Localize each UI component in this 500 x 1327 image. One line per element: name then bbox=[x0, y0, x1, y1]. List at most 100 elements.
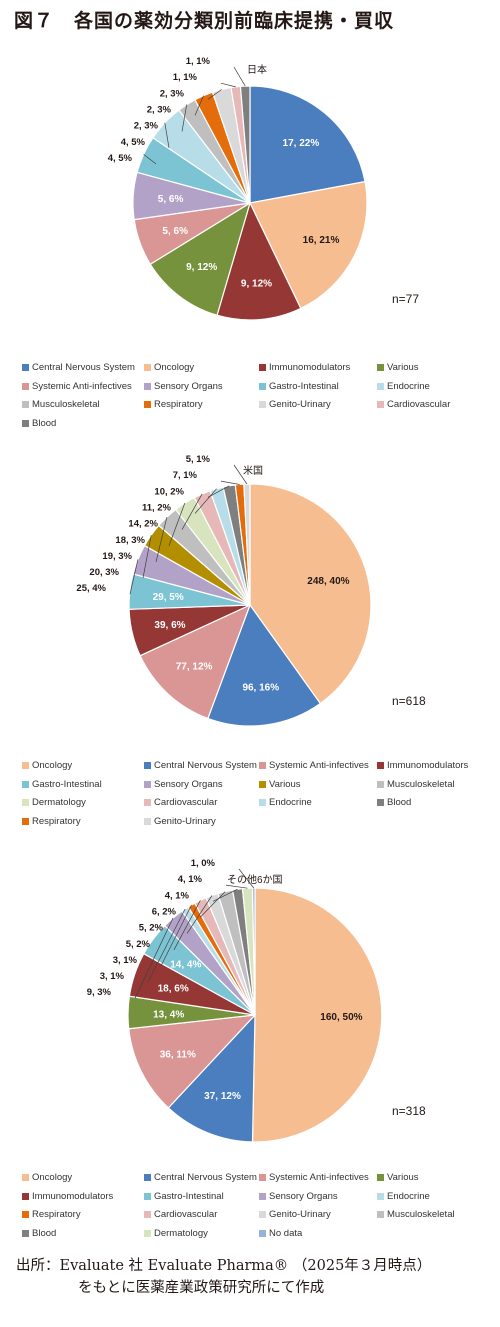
data-label: 5, 2% bbox=[126, 939, 151, 950]
legend-label: Oncology bbox=[32, 1172, 73, 1183]
legend-label: Genito-Urinary bbox=[269, 399, 331, 410]
leader-line bbox=[238, 868, 254, 889]
legend-item: Endocrine bbox=[377, 1191, 430, 1202]
legend-label: Various bbox=[387, 1172, 419, 1183]
legend-item: Various bbox=[377, 1172, 419, 1183]
pie-slice-various bbox=[149, 201, 252, 317]
legend-swatch bbox=[22, 799, 29, 806]
legend-item: Musculoskeletal bbox=[22, 399, 100, 410]
legend-label: Blood bbox=[32, 417, 57, 429]
leader-line bbox=[199, 891, 226, 918]
legend-label: Musculoskeletal bbox=[387, 778, 455, 790]
legend-label: Endocrine bbox=[387, 380, 430, 392]
legend-item: Various bbox=[377, 362, 419, 373]
data-label: 11, 2% bbox=[142, 503, 172, 514]
legend-swatch bbox=[259, 762, 266, 769]
pie-slice-oncology bbox=[249, 483, 372, 705]
legend-label: Gastro-Intestinal bbox=[154, 1190, 224, 1202]
leader-line bbox=[225, 884, 248, 889]
leader-line bbox=[129, 559, 139, 595]
leader-line bbox=[212, 888, 238, 902]
legend-swatch bbox=[144, 762, 151, 769]
legend-label: Oncology bbox=[154, 362, 195, 373]
legend-item: Musculoskeletal bbox=[377, 1209, 455, 1220]
data-label: 6, 2% bbox=[152, 907, 177, 918]
legend-swatch bbox=[22, 1229, 29, 1237]
figure-title: 図７ 各国の薬効分類別前臨床提携・買収 bbox=[14, 10, 395, 32]
legend-item: Dermatology bbox=[22, 797, 86, 808]
legend-label: Oncology bbox=[32, 760, 73, 771]
legend-item: Dermatology bbox=[144, 1228, 208, 1239]
legend-swatch bbox=[144, 1229, 151, 1237]
data-label: 2, 3% bbox=[134, 121, 159, 132]
legend-swatch bbox=[377, 1192, 384, 1200]
pie-slice-oncology bbox=[251, 887, 383, 1143]
legend-label: Genito-Urinary bbox=[269, 1209, 331, 1220]
legend-swatch bbox=[259, 382, 266, 390]
legend-item: Respiratory bbox=[22, 1209, 81, 1220]
data-label: 9, 12% bbox=[186, 262, 217, 273]
legend-item: Immunomodulators bbox=[377, 760, 468, 771]
legend-label: Immunomodulators bbox=[269, 362, 351, 373]
legend-label: Blood bbox=[32, 1227, 57, 1239]
legend-swatch bbox=[377, 780, 384, 788]
legend-label: Musculoskeletal bbox=[387, 1209, 455, 1220]
pie-slice-no-data bbox=[251, 887, 256, 1016]
legend-item: Gastro-Intestinal bbox=[259, 381, 339, 392]
pie-chart-usa: 248, 40% 96, 16% 77, 12% 39, 6% 29, 5% 25, 4%… bbox=[76, 454, 426, 727]
legend-japan: Central Nervous System Oncology Immunomodu… bbox=[22, 362, 492, 442]
pie-chart-japan: 17, 22% 16, 21% 9, 12% 9, 12% 5, 6% 5, 6% 4, 5… bbox=[108, 56, 419, 321]
leader-line bbox=[164, 122, 170, 148]
country-label: その他6か国 bbox=[227, 873, 283, 886]
data-label: 1, 1% bbox=[186, 56, 211, 67]
data-label: 9, 3% bbox=[87, 987, 112, 998]
legend-swatch bbox=[259, 1174, 266, 1181]
legend-label: Genito-Urinary bbox=[154, 815, 216, 827]
legend-item: Musculoskeletal bbox=[377, 779, 455, 790]
source-note: 出所：Evaluate 社 Evaluate Pharma® （2025年３月時… bbox=[16, 1255, 431, 1299]
leader-line bbox=[181, 104, 188, 132]
leader-line bbox=[207, 485, 230, 498]
data-label: 2, 3% bbox=[160, 88, 185, 99]
legend-label: Respiratory bbox=[32, 1209, 81, 1220]
legend-swatch bbox=[259, 1211, 266, 1218]
data-label: 1, 0% bbox=[191, 858, 216, 869]
legend-label: Respiratory bbox=[154, 399, 203, 410]
leader-line bbox=[160, 904, 192, 967]
legend-swatch bbox=[22, 817, 29, 825]
pie-slice-central-nervous-system bbox=[207, 603, 322, 727]
data-label: 96, 16% bbox=[242, 683, 279, 694]
pie-slice-systemic-anti-infectives bbox=[128, 1014, 257, 1109]
legend-item: Central Nervous System bbox=[144, 1172, 257, 1183]
legend-item: Blood bbox=[22, 1228, 56, 1239]
legend-item: Gastro-Intestinal bbox=[144, 1191, 224, 1202]
legend-label: Gastro-Intestinal bbox=[269, 380, 339, 392]
country-label: 日本 bbox=[247, 63, 267, 76]
legend-item: Oncology bbox=[144, 362, 194, 373]
source-line-1: 出所：Evaluate 社 Evaluate Pharma® （2025年３月時… bbox=[16, 1258, 432, 1274]
data-label: 37, 12% bbox=[204, 1091, 241, 1102]
legend-label: Systemic Anti-infectives bbox=[269, 1172, 369, 1183]
pie-slice-blood bbox=[239, 85, 251, 204]
legend-usa: Oncology Central Nervous System Systemic A… bbox=[22, 760, 492, 835]
data-label: 7, 1% bbox=[173, 470, 198, 481]
pie-slice-central-nervous-system bbox=[167, 1013, 256, 1143]
legend-item: Genito-Urinary bbox=[259, 399, 331, 410]
data-label: 14, 4% bbox=[170, 959, 201, 970]
legend-label: Blood bbox=[387, 797, 412, 808]
data-label: 36, 11% bbox=[160, 1050, 196, 1061]
leader-line bbox=[142, 535, 152, 579]
legend-swatch bbox=[144, 1174, 151, 1181]
legend-label: Sensory Organs bbox=[269, 1190, 338, 1202]
legend-swatch bbox=[259, 401, 266, 408]
legend-item: Blood bbox=[22, 418, 56, 429]
legend-swatch bbox=[259, 1192, 266, 1200]
leader-line bbox=[186, 895, 213, 934]
leader-line bbox=[220, 82, 236, 88]
legend-item: Cardiovascular bbox=[144, 797, 217, 808]
sample-size-label: n=318 bbox=[392, 1104, 426, 1118]
data-label: 5, 1% bbox=[186, 454, 211, 465]
legend-item: Genito-Urinary bbox=[259, 1209, 331, 1220]
legend-swatch bbox=[377, 401, 384, 408]
leader-line bbox=[181, 493, 203, 530]
